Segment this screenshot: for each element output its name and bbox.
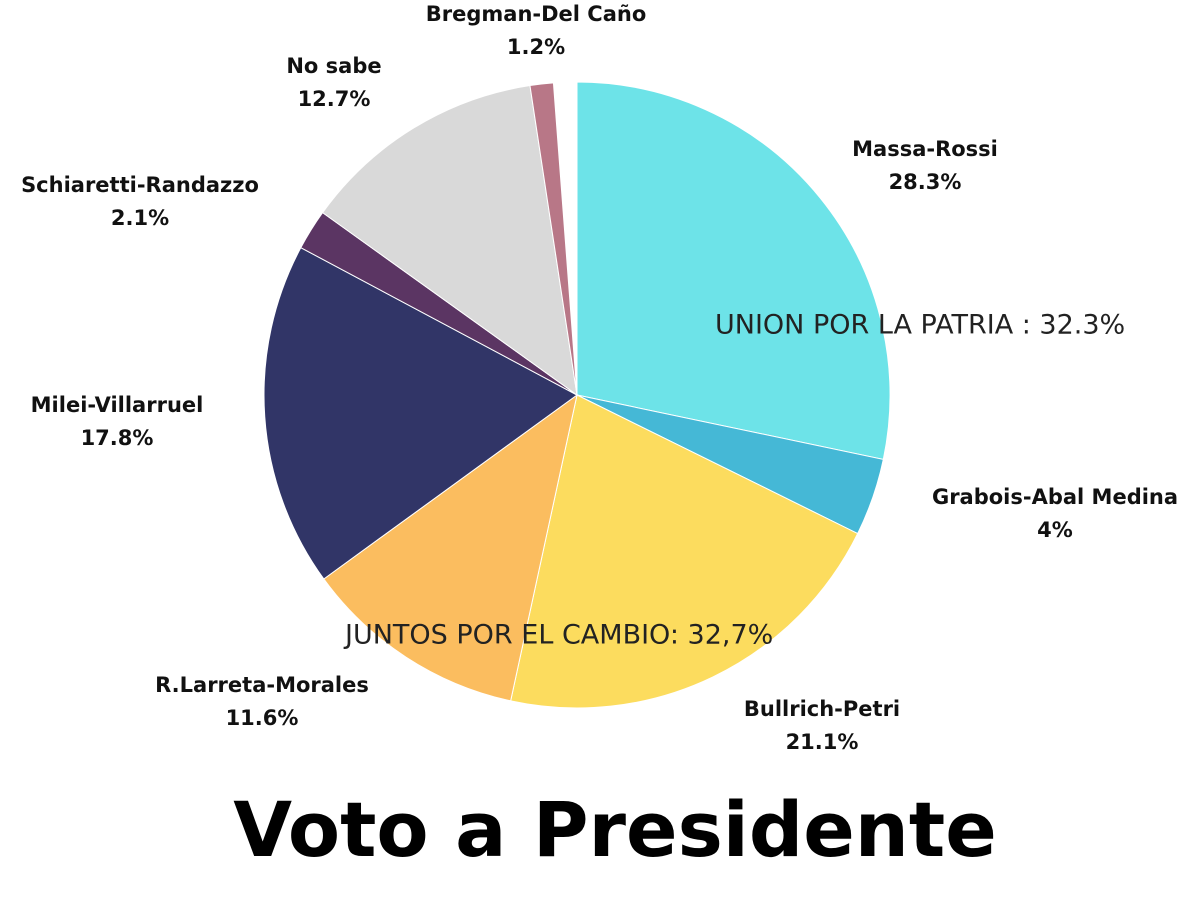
value-label: 21.1% xyxy=(786,730,859,754)
pie-slice xyxy=(321,84,578,397)
annotation: UNION POR LA PATRIA : 32.3% xyxy=(715,310,1125,341)
slice-label: Bregman-Del Caño xyxy=(426,2,647,26)
pie-slice xyxy=(576,81,891,461)
slice-label: R.Larreta-Morales xyxy=(155,673,369,697)
pie-slice xyxy=(263,246,578,580)
value-label: 11.6% xyxy=(226,706,299,730)
slice-label: Bullrich-Petri xyxy=(744,697,900,721)
slice-label: No sabe xyxy=(286,54,381,78)
value-label: 17.8% xyxy=(81,426,154,450)
pie xyxy=(263,81,891,709)
value-label: 2.1% xyxy=(111,206,169,230)
value-label: 28.3% xyxy=(889,170,962,194)
value-label: 1.2% xyxy=(507,35,565,59)
slice-label: Schiaretti-Randazzo xyxy=(21,173,259,197)
pie-slice xyxy=(529,82,578,396)
slice-label: Massa-Rossi xyxy=(852,137,998,161)
slice-label: Grabois-Abal Medina xyxy=(932,485,1178,509)
value-label: 12.7% xyxy=(298,87,371,111)
pie-slice xyxy=(323,393,578,702)
annotation: JUNTOS POR EL CAMBIO: 32,7% xyxy=(343,620,773,651)
slice-label: Milei-Villarruel xyxy=(31,393,204,417)
value-label: 4% xyxy=(1037,518,1073,542)
pie-slice xyxy=(510,394,859,709)
chart-title: Voto a Presidente xyxy=(233,785,997,874)
